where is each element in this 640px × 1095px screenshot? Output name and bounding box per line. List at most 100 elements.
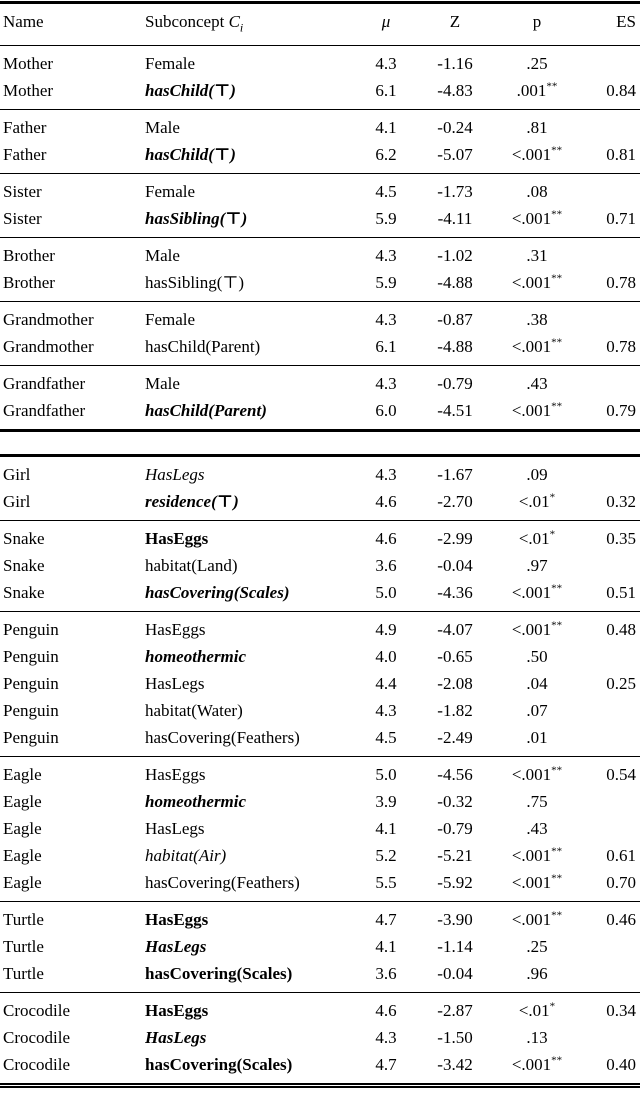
cell-p-value-text: .25 <box>526 54 548 74</box>
cell-name-text: Penguin <box>3 674 59 694</box>
cell-name: Grandmother <box>0 333 145 366</box>
cell-z-text: -0.79 <box>437 819 473 839</box>
cell-effect-size-text: 0.81 <box>606 145 636 165</box>
cell-mu: 5.0 <box>358 757 414 789</box>
cell-z-text: -0.04 <box>437 556 473 576</box>
cell-subconcept: Male <box>145 366 358 398</box>
table-row: Grandmother Female 4.3 -0.87 .38 <box>0 302 640 334</box>
cell-z-text: -5.92 <box>437 873 473 893</box>
table-row: Eagle HasEggs 5.0 -4.56 <.001** 0.54 <box>0 757 640 789</box>
cell-p-value: .25 <box>496 46 578 78</box>
significance-stars: ** <box>551 872 563 885</box>
cell-p-value-text: <.001 <box>511 910 552 930</box>
cell-mu: 4.6 <box>358 993 414 1025</box>
cell-subconcept: hasSibling(⊤) <box>145 205 358 238</box>
cell-z: -1.73 <box>414 174 496 206</box>
cell-mu-text: 6.0 <box>375 401 397 421</box>
concept-group: Father Male 4.1 -0.24 .81 Father hasChild(⊤) 6.… <box>0 109 640 174</box>
cell-z: -0.32 <box>414 788 496 815</box>
cell-effect-size-text: 0.40 <box>606 1055 636 1075</box>
concept-group: Grandmother Female 4.3 -0.87 .38 Grandmother h… <box>0 301 640 366</box>
cell-p-value-text: .04 <box>526 674 548 694</box>
cell-z: -1.50 <box>414 1024 496 1051</box>
cell-subconcept-text: Male <box>145 246 180 266</box>
cell-subconcept: Female <box>145 174 358 206</box>
cell-z-text: -5.07 <box>437 145 473 165</box>
cell-z-text: -2.49 <box>437 728 473 748</box>
cell-p-value: .13 <box>496 1024 578 1051</box>
cell-p-value: <.001** <box>496 205 578 238</box>
cell-mu: 5.0 <box>358 579 414 612</box>
cell-effect-size-text: 0.78 <box>606 273 636 293</box>
significance-stars: * <box>549 491 556 504</box>
cell-p-value-text: <.001 <box>511 209 552 229</box>
cell-name: Eagle <box>0 815 145 842</box>
cell-mu: 4.3 <box>358 1024 414 1051</box>
significance-stars: * <box>549 528 556 541</box>
cell-effect-size: 0.35 <box>578 521 640 553</box>
cell-z: -4.11 <box>414 205 496 238</box>
table-row: Eagle HasLegs 4.1 -0.79 .43 <box>0 815 640 842</box>
column-header-es: ES <box>616 12 636 31</box>
cell-mu-text: 4.3 <box>375 1028 397 1048</box>
cell-z: -2.08 <box>414 670 496 697</box>
cell-mu: 5.2 <box>358 842 414 869</box>
cell-subconcept-text: hasChild(Parent) <box>145 337 261 357</box>
cell-subconcept-text: HasLegs <box>145 937 207 957</box>
cell-subconcept-text: HasEggs <box>145 620 206 640</box>
cell-mu: 4.3 <box>358 697 414 724</box>
cell-mu-text: 3.9 <box>375 792 397 812</box>
cell-p-value: <.001** <box>496 579 578 612</box>
cell-p-value: <.001** <box>496 397 578 431</box>
cell-z-text: -0.87 <box>437 310 473 330</box>
cell-subconcept: habitat(Air) <box>145 842 358 869</box>
cell-mu: 4.1 <box>358 815 414 842</box>
cell-effect-size: 0.40 <box>578 1051 640 1086</box>
cell-mu: 4.0 <box>358 643 414 670</box>
cell-p-value-text: .08 <box>526 182 548 202</box>
column-header-mu: μ <box>381 12 391 31</box>
cell-effect-size: 0.46 <box>578 902 640 934</box>
cell-subconcept: residence(⊤) <box>145 488 358 521</box>
cell-z: -4.88 <box>414 333 496 366</box>
cell-subconcept: hasCovering(Scales) <box>145 960 358 993</box>
cell-z: -4.51 <box>414 397 496 431</box>
table-row: Penguin hasCovering(Feathers) 4.5 -2.49 .01 <box>0 724 640 757</box>
cell-subconcept: HasLegs <box>145 456 358 489</box>
cell-z-text: -3.90 <box>437 910 473 930</box>
subconcept-subscript: i <box>239 20 244 35</box>
cell-mu: 4.5 <box>358 724 414 757</box>
cell-name-text: Grandmother <box>3 337 94 357</box>
cell-p-value-text: .001 <box>516 81 547 101</box>
results-table-kinship: Name Subconcept Ci μ Z p ES Mother Female… <box>0 1 640 433</box>
cell-name-text: Turtle <box>3 937 44 957</box>
cell-z-text: -1.02 <box>437 246 473 266</box>
cell-z-text: -1.50 <box>437 1028 473 1048</box>
cell-effect-size <box>578 960 640 993</box>
significance-stars: ** <box>551 619 563 632</box>
concept-group: Crocodile HasEggs 4.6 -2.87 <.01* 0.34 Crocodi… <box>0 992 640 1086</box>
cell-p-value-text: <.01 <box>518 492 550 512</box>
cell-p-value-text: .07 <box>526 701 548 721</box>
cell-name: Grandfather <box>0 366 145 398</box>
cell-z-text: -1.14 <box>437 937 473 957</box>
cell-subconcept: HasEggs <box>145 902 358 934</box>
cell-mu: 3.9 <box>358 788 414 815</box>
cell-effect-size-text: 0.35 <box>606 529 636 549</box>
column-header-name: Name <box>3 12 44 31</box>
cell-effect-size: 0.51 <box>578 579 640 612</box>
cell-p-value: <.001** <box>496 141 578 174</box>
cell-p-value-text: .50 <box>526 647 548 667</box>
cell-name-text: Turtle <box>3 910 44 930</box>
cell-name: Penguin <box>0 697 145 724</box>
cell-z: -5.21 <box>414 842 496 869</box>
cell-mu: 4.6 <box>358 521 414 553</box>
cell-name: Penguin <box>0 643 145 670</box>
concept-group: Grandfather Male 4.3 -0.79 .43 Grandfather has… <box>0 365 640 431</box>
cell-z-text: -2.99 <box>437 529 473 549</box>
cell-subconcept-text: hasSibling(⊤) <box>145 273 245 293</box>
cell-subconcept-text: HasLegs <box>145 819 205 839</box>
cell-mu-text: 4.3 <box>375 465 397 485</box>
cell-name-text: Penguin <box>3 620 59 640</box>
cell-p-value-text: .81 <box>526 118 548 138</box>
